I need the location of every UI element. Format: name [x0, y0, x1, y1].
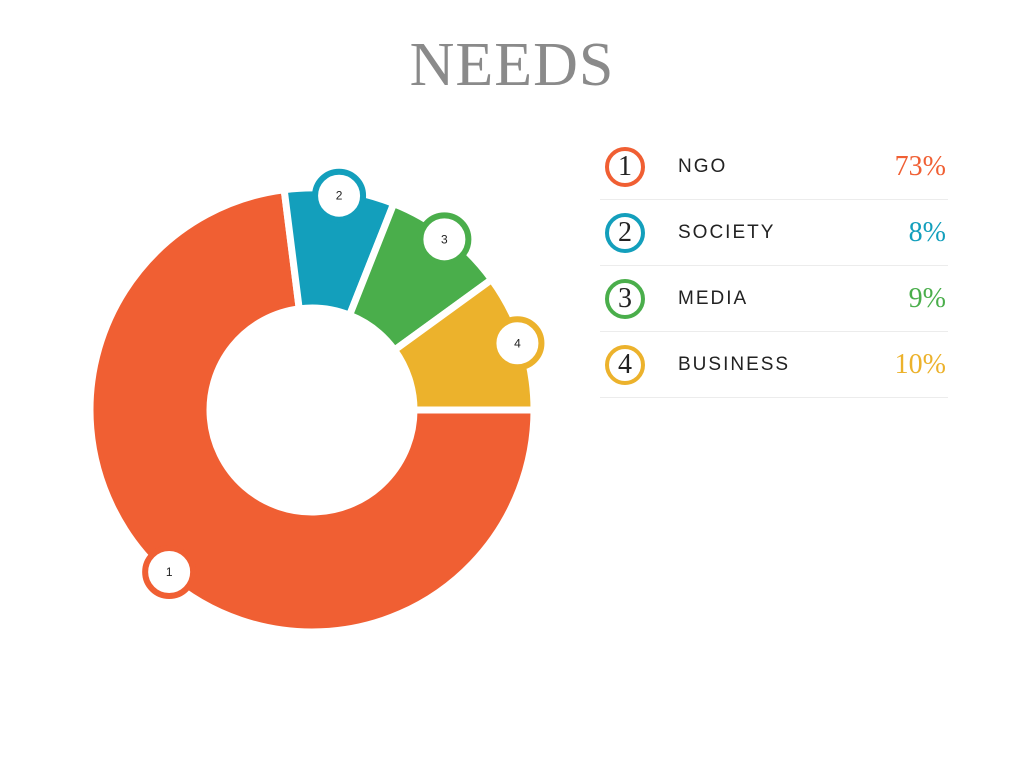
legend-label: NGO: [678, 156, 728, 177]
legend-item-business: 4 BUSINESS 10%: [600, 332, 948, 398]
donut-chart: 1 2 3 4: [86, 168, 545, 636]
legend-item-media: 3 MEDIA 9%: [600, 266, 948, 332]
legend-number-badge: 3: [605, 279, 645, 319]
slice-marker-label: 3: [441, 232, 448, 246]
slice-marker-label: 1: [166, 565, 173, 579]
slice-marker-2: 2: [312, 168, 367, 223]
donut-slice-ngo: [86, 185, 538, 636]
legend-value: 10%: [894, 349, 946, 380]
slice-marker-label: 2: [336, 189, 343, 203]
slice-marker-3: 3: [417, 212, 472, 267]
legend-label: SOCIETY: [678, 222, 776, 243]
legend-item-ngo: 1 NGO 73%: [600, 134, 948, 200]
legend-number-badge: 2: [605, 213, 645, 253]
legend-number-badge: 4: [605, 345, 645, 385]
slice-marker-4: 4: [490, 316, 545, 371]
chart-title: NEEDS: [409, 31, 615, 99]
donut-slice-business: [389, 274, 538, 414]
slice-marker-1: 1: [142, 545, 197, 600]
legend-value: 9%: [908, 283, 946, 314]
legend-number-badge: 1: [605, 147, 645, 187]
slice-marker-label: 4: [514, 336, 521, 350]
legend: 1 NGO 73% 2 SOCIETY 8% 3 MEDIA 9% 4 BUSINESS 10%: [600, 134, 948, 398]
legend-value: 8%: [908, 217, 946, 248]
legend-item-society: 2 SOCIETY 8%: [600, 200, 948, 266]
legend-value: 73%: [894, 151, 946, 182]
legend-label: BUSINESS: [678, 354, 791, 375]
legend-label: MEDIA: [678, 288, 749, 309]
